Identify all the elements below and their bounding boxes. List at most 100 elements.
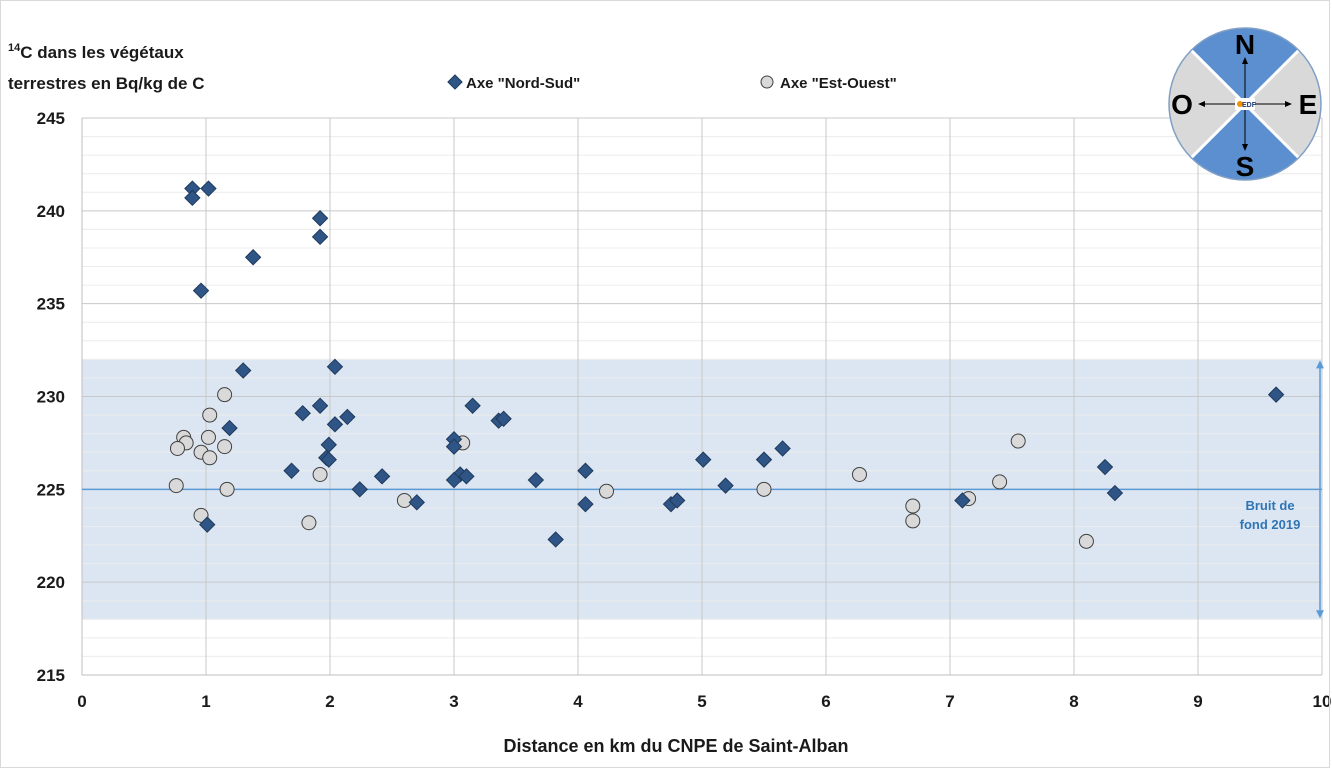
y-tick-label: 235 [37, 295, 65, 314]
x-tick-label: 4 [573, 692, 583, 711]
data-point-nord-sud [458, 468, 475, 485]
data-point-nord-sud [184, 189, 201, 207]
data-point-nord-sud [695, 451, 712, 468]
data-point-nord-sud [408, 494, 426, 511]
x-tick-label: 5 [697, 692, 706, 711]
data-point-nord-sud [577, 495, 594, 513]
edf-logo-text: EDF [1242, 102, 1257, 109]
data-point-nord-sud [339, 408, 356, 426]
reference-label-line1: Bruit de [1245, 498, 1294, 513]
data-point-nord-sud [1267, 386, 1285, 403]
data-point-est-ouest [301, 515, 317, 531]
y-tick-label: 220 [37, 573, 65, 592]
grid-layer [82, 117, 1323, 676]
data-point-nord-sud [445, 438, 463, 455]
data-point-nord-sud [1106, 484, 1124, 502]
data-point-nord-sud [192, 282, 210, 299]
data-point-est-ouest [202, 450, 218, 466]
data-point-est-ouest [756, 481, 772, 497]
compass-rose: EDF N S E O [1168, 27, 1322, 182]
data-point-nord-sud [445, 471, 463, 489]
compass-label-east: E [1299, 89, 1318, 120]
data-point-nord-sud [373, 468, 391, 485]
data-point-nord-sud [311, 397, 329, 414]
compass-arrowhead-south [1242, 144, 1248, 151]
chart-title: 14C dans les végétaux [8, 42, 184, 62]
data-point-nord-sud [495, 410, 512, 427]
legend: Axe "Nord-Sud" Axe "Est-Ouest" [447, 74, 897, 92]
data-point-est-ouest [202, 407, 218, 423]
data-point-nord-sud [577, 462, 594, 479]
data-point-nord-sud [755, 451, 773, 468]
y-tick-label: 240 [37, 202, 65, 221]
compass-arrowhead-west [1198, 101, 1205, 107]
x-tick-label: 6 [821, 692, 830, 711]
data-point-nord-sud [311, 228, 329, 246]
data-point-est-ouest [312, 466, 328, 482]
x-tick-label: 10 [1313, 692, 1332, 711]
title-line1: C dans les végétaux [20, 43, 184, 62]
data-point-nord-sud [320, 451, 337, 468]
data-point-nord-sud [326, 416, 344, 433]
axis-layer: 215 220 225 230 235 240 245 0 1 2 3 4 5 6 7 8 9 10 [37, 109, 1332, 711]
data-point-nord-sud [1096, 458, 1114, 476]
data-point-nord-sud [326, 358, 344, 376]
data-point-est-ouest [905, 513, 921, 529]
data-point-nord-sud [221, 419, 238, 437]
data-point-est-ouest [169, 440, 185, 456]
data-points-layer [168, 180, 1285, 549]
x-tick-label: 7 [945, 692, 954, 711]
data-point-est-ouest [905, 498, 921, 514]
data-point-nord-sud [200, 180, 217, 197]
data-point-est-ouest [217, 387, 233, 403]
data-point-nord-sud [954, 492, 971, 509]
legend-marker-nord-sud [447, 74, 463, 90]
data-point-nord-sud [199, 516, 216, 533]
x-tick-label: 8 [1069, 692, 1078, 711]
data-point-nord-sud [527, 471, 545, 489]
legend-marker-est-ouest [760, 75, 774, 89]
data-point-est-ouest [851, 466, 867, 482]
range-arrowhead-top [1316, 360, 1324, 369]
data-point-nord-sud [547, 531, 564, 548]
data-point-est-ouest [200, 429, 216, 445]
x-tick-label: 0 [77, 692, 86, 711]
range-arrowhead-bottom [1316, 610, 1324, 619]
data-point-est-ouest [219, 481, 235, 497]
x-tick-label: 1 [201, 692, 210, 711]
compass-label-west: O [1171, 89, 1193, 120]
legend-label-nord-sud: Axe "Nord-Sud" [466, 75, 580, 92]
data-point-nord-sud [244, 249, 262, 266]
data-point-est-ouest [1010, 433, 1026, 449]
y-tick-label: 225 [37, 480, 65, 499]
data-point-est-ouest [217, 439, 233, 455]
compass-arrowhead-north [1242, 57, 1248, 64]
x-tick-label: 9 [1193, 692, 1202, 711]
data-point-est-ouest [992, 474, 1008, 490]
data-point-nord-sud [283, 462, 300, 479]
y-tick-label: 230 [37, 388, 65, 407]
reference-label-line2: fond 2019 [1240, 517, 1301, 532]
x-tick-label: 3 [449, 692, 458, 711]
legend-label-est-ouest: Axe "Est-Ouest" [780, 75, 897, 92]
chart-title-line2: terrestres en Bq/kg de C [8, 74, 205, 93]
y-tick-label: 245 [37, 109, 65, 128]
compass-label-north: N [1235, 29, 1255, 60]
data-point-nord-sud [464, 397, 481, 414]
data-point-nord-sud [234, 362, 252, 379]
data-point-nord-sud [668, 492, 686, 509]
compass-arrowhead-east [1285, 101, 1292, 107]
data-point-nord-sud [351, 481, 368, 498]
compass-outline [1168, 27, 1322, 181]
data-point-nord-sud [774, 440, 791, 457]
data-point-est-ouest [1078, 533, 1094, 549]
x-axis-label: Distance en km du CNPE de Saint-Alban [503, 736, 848, 756]
x-tick-label: 2 [325, 692, 334, 711]
edf-logo-sun-icon [1237, 101, 1243, 107]
title-superscript: 14 [8, 42, 21, 54]
data-point-est-ouest [168, 478, 184, 494]
y-tick-label: 215 [37, 666, 65, 685]
